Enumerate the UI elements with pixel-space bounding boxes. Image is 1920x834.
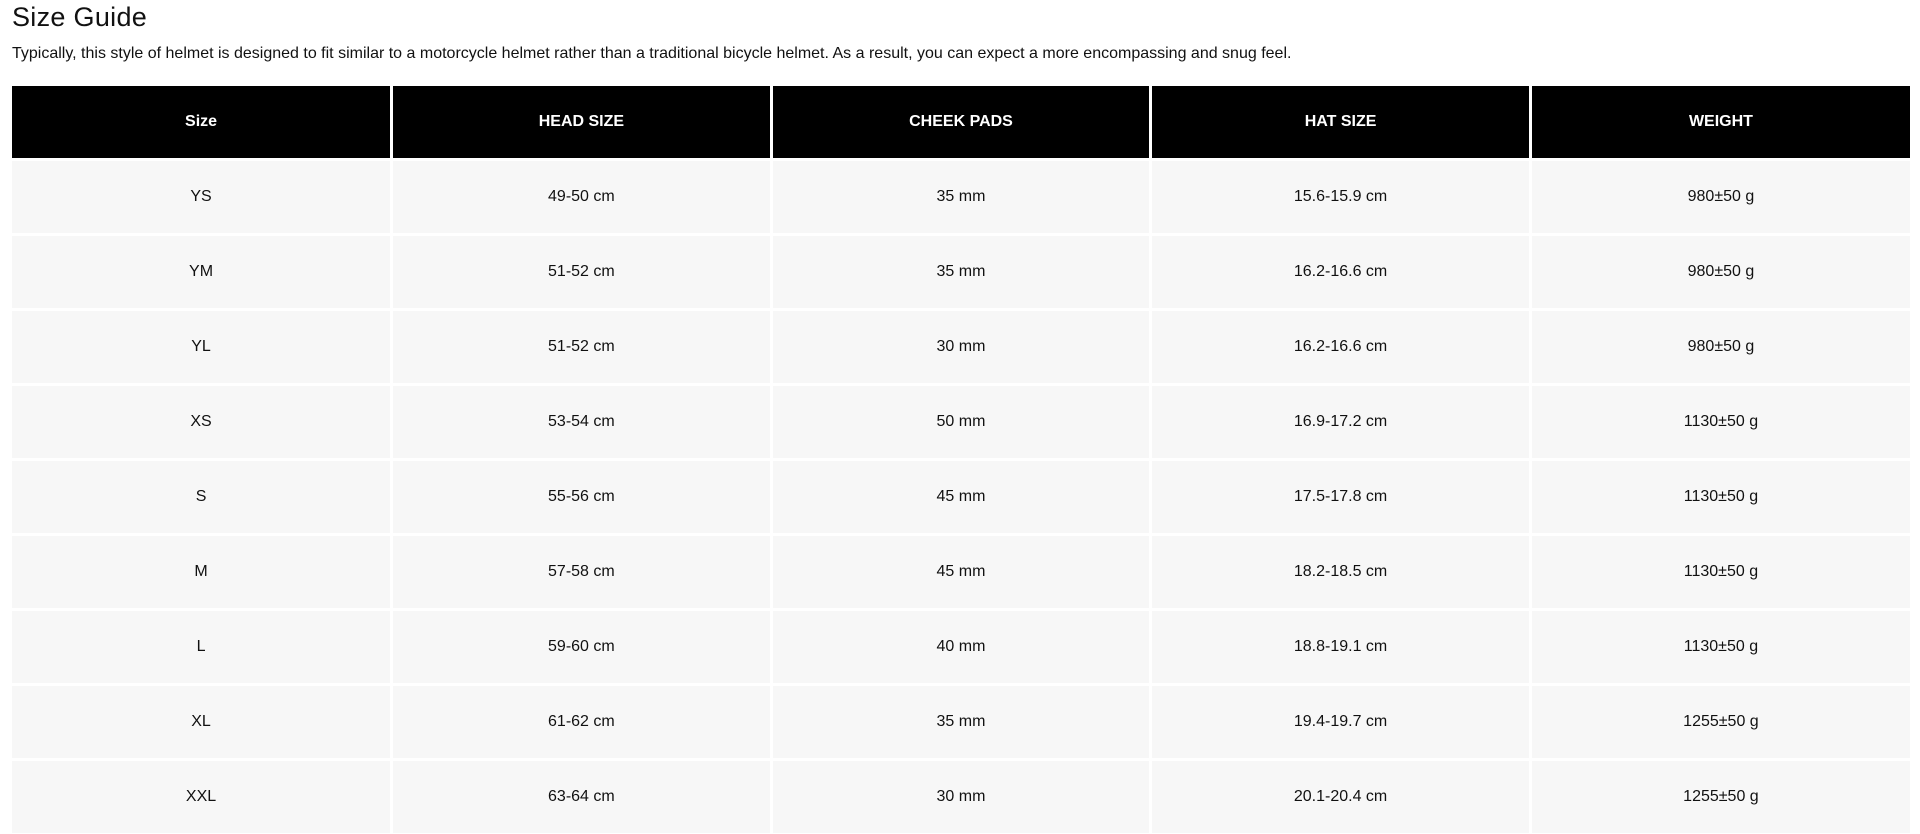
cell-weight: 980±50 g bbox=[1528, 308, 1910, 385]
table-row: YL 51-52 cm 30 mm 16.2-16.6 cm 980±50 g bbox=[12, 308, 1910, 385]
cell-weight: 1130±50 g bbox=[1528, 458, 1910, 535]
cell-weight: 1130±50 g bbox=[1528, 383, 1910, 460]
cell-cheek-pads: 30 mm bbox=[769, 308, 1153, 385]
cell-hat-size: 16.9-17.2 cm bbox=[1149, 383, 1532, 460]
size-guide-description: Typically, this style of helmet is desig… bbox=[12, 45, 1292, 62]
cell-size: YS bbox=[12, 158, 394, 235]
header-head-size: HEAD SIZE bbox=[390, 86, 773, 160]
header-cheek-pads: CHEEK PADS bbox=[769, 86, 1153, 160]
header-hat-size: HAT SIZE bbox=[1149, 86, 1532, 160]
table-row: XS 53-54 cm 50 mm 16.9-17.2 cm 1130±50 g bbox=[12, 383, 1910, 460]
table-row: YM 51-52 cm 35 mm 16.2-16.6 cm 980±50 g bbox=[12, 233, 1910, 310]
header-size: Size bbox=[12, 86, 394, 160]
cell-hat-size: 17.5-17.8 cm bbox=[1149, 458, 1532, 535]
cell-size: XL bbox=[12, 683, 394, 760]
cell-cheek-pads: 40 mm bbox=[769, 608, 1153, 685]
table-row: M 57-58 cm 45 mm 18.2-18.5 cm 1130±50 g bbox=[12, 533, 1910, 610]
table-row: YS 49-50 cm 35 mm 15.6-15.9 cm 980±50 g bbox=[12, 158, 1910, 235]
cell-size: YL bbox=[12, 308, 394, 385]
cell-size: S bbox=[12, 458, 394, 535]
cell-cheek-pads: 35 mm bbox=[769, 683, 1153, 760]
cell-cheek-pads: 30 mm bbox=[769, 758, 1153, 833]
cell-size: XXL bbox=[12, 758, 394, 833]
cell-hat-size: 16.2-16.6 cm bbox=[1149, 308, 1532, 385]
cell-head-size: 49-50 cm bbox=[390, 158, 773, 235]
cell-hat-size: 16.2-16.6 cm bbox=[1149, 233, 1532, 310]
cell-size: M bbox=[12, 533, 394, 610]
size-guide-table: Size HEAD SIZE CHEEK PADS HAT SIZE WEIGH… bbox=[12, 86, 1910, 833]
cell-size: XS bbox=[12, 383, 394, 460]
cell-hat-size: 18.8-19.1 cm bbox=[1149, 608, 1532, 685]
cell-cheek-pads: 50 mm bbox=[769, 383, 1153, 460]
cell-cheek-pads: 45 mm bbox=[769, 458, 1153, 535]
cell-head-size: 51-52 cm bbox=[390, 233, 773, 310]
cell-size: YM bbox=[12, 233, 394, 310]
cell-head-size: 53-54 cm bbox=[390, 383, 773, 460]
table-header-row: Size HEAD SIZE CHEEK PADS HAT SIZE WEIGH… bbox=[12, 86, 1910, 160]
cell-cheek-pads: 45 mm bbox=[769, 533, 1153, 610]
cell-cheek-pads: 35 mm bbox=[769, 233, 1153, 310]
cell-weight: 980±50 g bbox=[1528, 158, 1910, 235]
header-weight: WEIGHT bbox=[1528, 86, 1910, 160]
cell-head-size: 51-52 cm bbox=[390, 308, 773, 385]
cell-hat-size: 15.6-15.9 cm bbox=[1149, 158, 1532, 235]
cell-head-size: 55-56 cm bbox=[390, 458, 773, 535]
table-row: L 59-60 cm 40 mm 18.8-19.1 cm 1130±50 g bbox=[12, 608, 1910, 685]
cell-weight: 980±50 g bbox=[1528, 233, 1910, 310]
cell-hat-size: 18.2-18.5 cm bbox=[1149, 533, 1532, 610]
cell-weight: 1130±50 g bbox=[1528, 608, 1910, 685]
cell-head-size: 61-62 cm bbox=[390, 683, 773, 760]
page-title: Size Guide bbox=[12, 2, 148, 32]
table-row: XL 61-62 cm 35 mm 19.4-19.7 cm 1255±50 g bbox=[12, 683, 1910, 760]
cell-size: L bbox=[12, 608, 394, 685]
cell-weight: 1255±50 g bbox=[1528, 758, 1910, 833]
cell-hat-size: 20.1-20.4 cm bbox=[1149, 758, 1532, 833]
cell-weight: 1255±50 g bbox=[1528, 683, 1910, 760]
cell-head-size: 63-64 cm bbox=[390, 758, 773, 833]
cell-hat-size: 19.4-19.7 cm bbox=[1149, 683, 1532, 760]
table-row: XXL 63-64 cm 30 mm 20.1-20.4 cm 1255±50 g bbox=[12, 758, 1910, 833]
cell-cheek-pads: 35 mm bbox=[769, 158, 1153, 235]
cell-head-size: 57-58 cm bbox=[390, 533, 773, 610]
cell-weight: 1130±50 g bbox=[1528, 533, 1910, 610]
cell-head-size: 59-60 cm bbox=[390, 608, 773, 685]
table-row: S 55-56 cm 45 mm 17.5-17.8 cm 1130±50 g bbox=[12, 458, 1910, 535]
